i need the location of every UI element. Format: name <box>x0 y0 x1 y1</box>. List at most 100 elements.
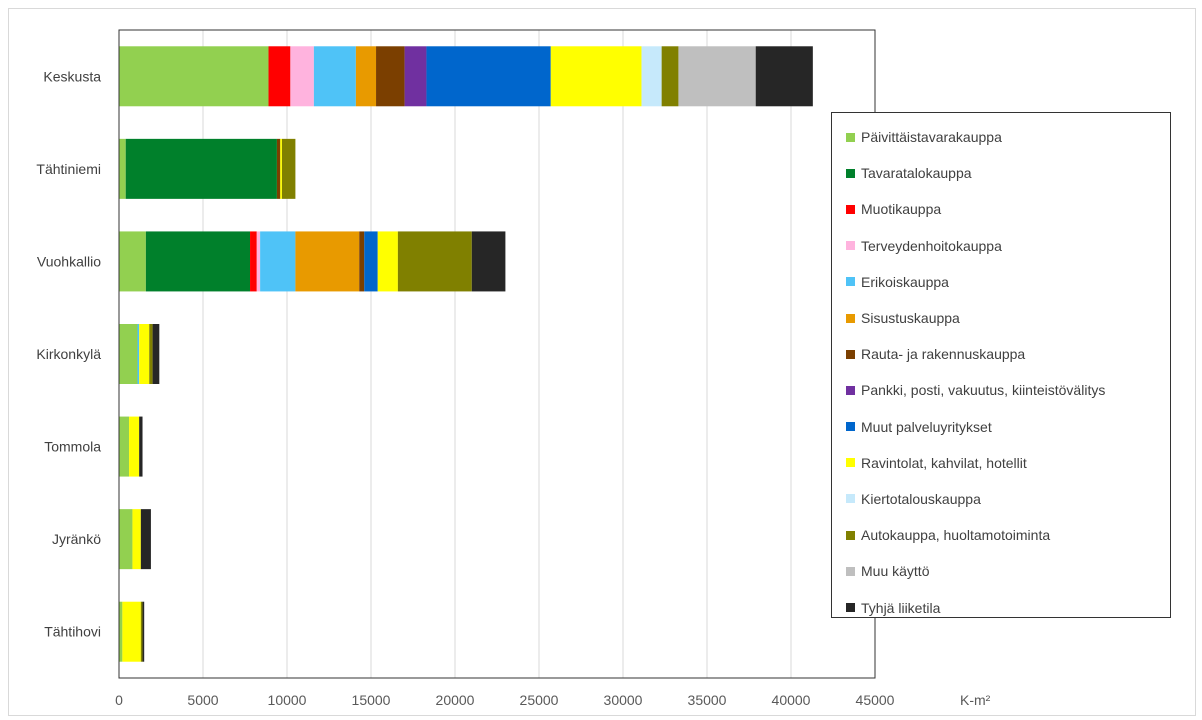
legend-swatch <box>846 132 855 142</box>
legend-item: Päivittäistavarakauppa <box>832 119 1170 155</box>
x-tick-labels: 0 5000 10000 15000 20000 25000 30000 35000 40000… <box>115 692 895 708</box>
bar-segment <box>129 416 140 477</box>
legend-item: Autokauppa, huoltamotoiminta <box>832 517 1170 553</box>
legend-item: Muu käyttö <box>832 553 1170 589</box>
bar-segment <box>471 231 506 292</box>
legend-item: Sisustuskauppa <box>832 300 1170 336</box>
category-labels: Keskusta Tähtiniemi Vuohkallio Kirkonkylä To… <box>36 68 101 639</box>
bar-segment <box>122 601 141 662</box>
legend-swatch <box>846 494 855 504</box>
legend-label: Pankki, posti, vakuutus, kiinteistövälit… <box>861 382 1106 399</box>
category-label: Jyränkö <box>52 531 101 547</box>
bar-segment <box>397 231 472 292</box>
legend-label: Erikoiskauppa <box>861 273 949 290</box>
bar-segment <box>145 231 251 292</box>
bar-segment <box>313 46 356 107</box>
legend-item: Tavaratalokauppa <box>832 155 1170 191</box>
legend: Päivittäistavarakauppa Tavaratalokauppa Mu… <box>831 112 1171 618</box>
legend-label: Sisustuskauppa <box>861 310 960 327</box>
bar-segment <box>152 324 160 384</box>
legend-item: Ravintolat, kahvilat, hotellit <box>832 445 1170 481</box>
bar-segment <box>139 324 150 384</box>
bar-segment <box>139 416 143 477</box>
bar-segment <box>137 324 140 384</box>
legend-label: Kiertotalouskauppa <box>861 490 981 507</box>
bar-segment <box>142 601 145 662</box>
x-tick-label: 10000 <box>268 692 307 708</box>
bar-segment <box>276 138 281 199</box>
bar-segment <box>550 46 642 107</box>
legend-swatch <box>846 241 855 251</box>
legend-swatch <box>846 313 855 323</box>
bar-segment <box>755 46 813 107</box>
category-label: Tommola <box>44 439 101 455</box>
x-tick-label: 20000 <box>436 692 475 708</box>
bar-segment <box>280 138 282 199</box>
legend-item: Erikoiskauppa <box>832 264 1170 300</box>
bars <box>119 46 813 662</box>
legend-item: Rauta- ja rakennuskauppa <box>832 336 1170 372</box>
category-label: Vuohkallio <box>37 253 101 269</box>
bar-segment <box>295 231 360 292</box>
x-tick-label: 45000 <box>856 692 895 708</box>
x-axis-unit-label: K-m² <box>960 692 991 708</box>
legend-swatch <box>846 349 855 359</box>
bar-segment <box>125 138 277 199</box>
legend-label: Muotikauppa <box>861 201 942 218</box>
bar-segment <box>290 46 314 107</box>
legend-label: Tavaratalokauppa <box>861 165 972 182</box>
legend-item: Kiertotalouskauppa <box>832 481 1170 517</box>
legend-item: Muotikauppa <box>832 191 1170 227</box>
x-tick-label: 25000 <box>520 692 559 708</box>
bar-segment <box>250 231 257 292</box>
legend-item: Terveydenhoitokauppa <box>832 228 1170 264</box>
category-label: Keskusta <box>43 68 101 84</box>
bar-segment <box>119 416 130 477</box>
legend-label: Päivittäistavarakauppa <box>861 129 1002 146</box>
bar-segment <box>661 46 679 107</box>
bar-segment <box>260 231 296 292</box>
bar-segment <box>404 46 427 107</box>
bar-segment <box>364 231 378 292</box>
legend-item: Muut palveluyritykset <box>832 409 1170 445</box>
legend-label: Muu käyttö <box>861 563 930 580</box>
bar-segment <box>140 601 143 662</box>
legend-swatch <box>846 422 855 432</box>
bar-segment <box>376 46 405 107</box>
bar-segment <box>359 231 365 292</box>
legend-label: Muut palveluyritykset <box>861 418 992 435</box>
legend-swatch <box>846 530 855 540</box>
legend-swatch <box>846 204 855 214</box>
chart-frame <box>8 8 1196 716</box>
bar-segment <box>426 46 551 107</box>
legend-label: Terveydenhoitokauppa <box>861 237 1002 254</box>
legend-swatch <box>846 458 855 468</box>
bar-segment <box>132 509 141 570</box>
bar-segment <box>377 231 398 292</box>
bar-segment <box>119 138 126 199</box>
legend-item: Pankki, posti, vakuutus, kiinteistövälit… <box>832 372 1170 408</box>
bar-segment <box>119 601 123 662</box>
bar-segment <box>281 138 296 199</box>
legend-swatch <box>846 603 855 613</box>
legend-swatch <box>846 168 855 178</box>
legend-swatch <box>846 566 855 576</box>
gridlines <box>202 30 792 678</box>
bar-segment <box>119 509 133 570</box>
bar-segment <box>140 509 151 570</box>
legend-label: Ravintolat, kahvilat, hotellit <box>861 454 1027 471</box>
legend-label: Tyhjä liiketila <box>861 599 941 616</box>
plot-area-border <box>118 29 876 679</box>
x-tick-label: 30000 <box>604 692 643 708</box>
x-tick-label: 40000 <box>772 692 811 708</box>
legend-label: Rauta- ja rakennuskauppa <box>861 346 1026 363</box>
x-tick-label: 5000 <box>187 692 218 708</box>
category-label: Kirkonkylä <box>36 346 101 362</box>
category-label: Tähtiniemi <box>36 161 101 177</box>
legend-label: Autokauppa, huoltamotoiminta <box>861 527 1051 544</box>
legend-item: Tyhjä liiketila <box>832 589 1170 625</box>
bar-segment <box>268 46 291 107</box>
bar-segment <box>678 46 756 107</box>
x-tick-label: 15000 <box>352 692 391 708</box>
